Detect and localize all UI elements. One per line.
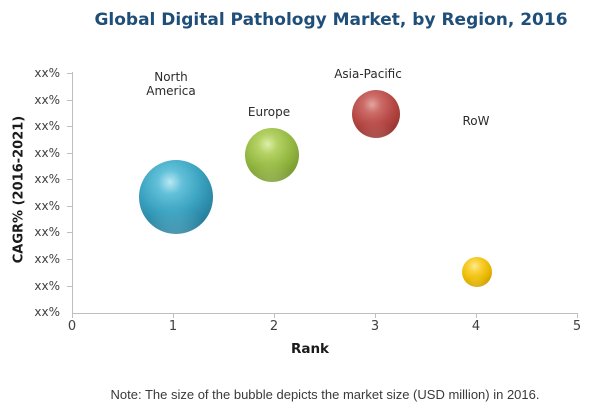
x-tick-label: 3 xyxy=(370,319,380,334)
x-tick-label: 4 xyxy=(471,319,481,334)
y-tick-mark xyxy=(67,232,72,233)
x-tick-label: 2 xyxy=(269,319,279,334)
y-tick-mark xyxy=(67,179,72,180)
x-tick-label: 5 xyxy=(572,319,582,334)
bubble-north-america xyxy=(139,160,213,234)
x-tick-label: 1 xyxy=(168,319,178,334)
y-tick-label: xx% xyxy=(34,93,60,107)
y-tick-mark xyxy=(67,126,72,127)
y-tick-label: xx% xyxy=(34,252,60,266)
y-tick-label: xx% xyxy=(34,146,60,160)
y-tick-label: xx% xyxy=(34,199,60,213)
x-axis-line xyxy=(72,313,578,314)
y-tick-label: xx% xyxy=(34,172,60,186)
y-axis-line xyxy=(72,72,73,313)
y-axis-title: CAGR% (2016-2021) xyxy=(11,115,27,264)
x-tick-mark xyxy=(577,313,578,318)
y-tick-mark xyxy=(67,259,72,260)
y-tick-mark xyxy=(67,73,72,74)
x-tick-mark xyxy=(375,313,376,318)
x-tick-mark xyxy=(173,313,174,318)
bubble-label-north-america: North America xyxy=(146,70,196,98)
y-tick-label: xx% xyxy=(34,66,60,80)
x-tick-mark xyxy=(72,313,73,318)
y-tick-label: xx% xyxy=(34,225,60,239)
bubble-row xyxy=(462,257,492,287)
x-axis-title: Rank xyxy=(290,341,330,357)
y-tick-mark xyxy=(67,286,72,287)
bubble-label-row: RoW xyxy=(462,114,490,128)
bubble-label-asia-pacific: Asia-Pacific xyxy=(334,67,402,81)
bubble-label-europe: Europe xyxy=(247,105,291,119)
chart-title: Global Digital Pathology Market, by Regi… xyxy=(94,10,568,30)
x-tick-mark xyxy=(476,313,477,318)
y-tick-label: xx% xyxy=(34,305,60,319)
y-tick-mark xyxy=(67,100,72,101)
note-text: Note: The size of the bubble depicts the… xyxy=(110,387,540,402)
y-tick-mark xyxy=(67,153,72,154)
bubble-europe xyxy=(245,128,299,182)
x-tick-mark xyxy=(274,313,275,318)
y-tick-label: xx% xyxy=(34,279,60,293)
y-tick-mark xyxy=(67,206,72,207)
bubble-asia-pacific xyxy=(352,90,400,138)
y-tick-label: xx% xyxy=(34,119,60,133)
x-tick-label: 0 xyxy=(67,319,77,334)
